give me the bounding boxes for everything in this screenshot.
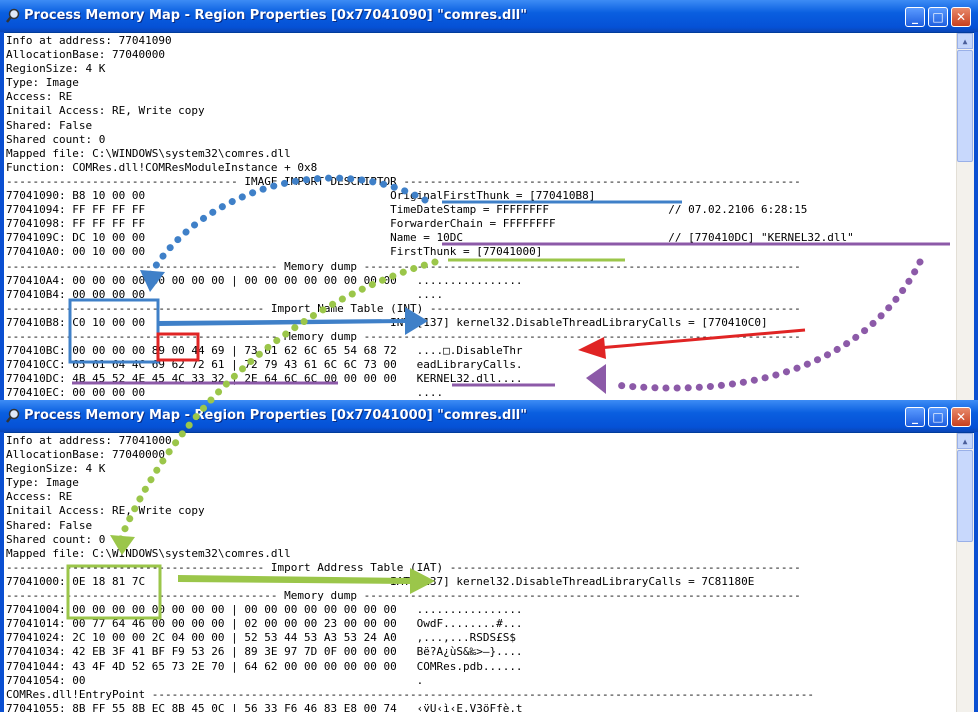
- text-line: Type: Image: [6, 476, 79, 490]
- window-frame-left: [0, 432, 4, 712]
- minimize-button[interactable]: _: [905, 407, 925, 427]
- text-line: Shared: False: [6, 118, 93, 132]
- text-line: 770410BC: 00 00 00 00 89 00 44 69 | 73 6…: [6, 344, 523, 358]
- text-line: Access: RE: [6, 490, 73, 504]
- text-line: 77041055: 8B FF 55 8B EC 8B 45 0C | 56 3…: [6, 701, 523, 712]
- close-button[interactable]: ✕: [951, 7, 971, 27]
- scroll-up-arrow-icon[interactable]: ▲: [957, 33, 973, 49]
- text-line: Shared count: 0: [6, 532, 106, 546]
- text-line: Mapped file: C:\WINDOWS\system32\comres.…: [6, 546, 291, 560]
- text-line: AllocationBase: 77040000: [6, 48, 165, 62]
- text-line: Info at address: 77041090: [6, 34, 172, 47]
- properties-text-view[interactable]: Info at address: 77041000 AllocationBase:…: [4, 433, 956, 712]
- magnifier-app-icon: [6, 8, 20, 23]
- text-line: 770410B8: C0 10 00 00 INT [137] kernel32…: [6, 315, 768, 329]
- text-line: Mapped file: C:\WINDOWS\system32\comres.…: [6, 146, 291, 160]
- text-line: 77041090: B8 10 00 00 OriginalFirstThunk…: [6, 189, 596, 203]
- text-line: Shared: False: [6, 518, 93, 532]
- text-line: 77041044: 43 4F 4D 52 65 73 2E 70 | 64 6…: [6, 659, 523, 673]
- vertical-scrollbar[interactable]: ▲: [956, 33, 974, 400]
- text-line: Initail Access: RE, Write copy: [6, 504, 205, 518]
- window-frame-left: [0, 32, 4, 400]
- text-line: 7704109C: DC 10 00 00 Name = 10DC // [77…: [6, 231, 854, 245]
- text-line: Function: COMRes.dll!COMResModuleInstanc…: [6, 160, 318, 174]
- text-line: --------------------------------------- …: [6, 560, 801, 574]
- maximize-button[interactable]: □: [928, 407, 948, 427]
- text-line: COMRes.dll!EntryPoint ------------------…: [6, 687, 814, 701]
- text-line: AllocationBase: 77040000: [6, 448, 165, 462]
- region-properties-window-1: Process Memory Map - Region Properties […: [0, 0, 978, 400]
- scroll-thumb[interactable]: [957, 450, 973, 542]
- title-bar[interactable]: Process Memory Map - Region Properties […: [0, 0, 978, 33]
- properties-lines: Info at address: 77041000 AllocationBase:…: [6, 434, 814, 712]
- text-line: Type: Image: [6, 76, 79, 90]
- maximize-button[interactable]: □: [928, 7, 948, 27]
- text-line: 77041098: FF FF FF FF ForwarderChain = F…: [6, 217, 556, 231]
- text-line: Access: RE: [6, 90, 73, 104]
- close-button[interactable]: ✕: [951, 407, 971, 427]
- text-line: 77041034: 42 EB 3F 41 BF F9 53 26 | 89 3…: [6, 645, 523, 659]
- text-line: ----------------------------------------…: [6, 259, 801, 273]
- text-line: ----------------------------------------…: [6, 329, 801, 343]
- text-line: Shared count: 0: [6, 132, 106, 146]
- text-line: 770410EC: 00 00 00 00 ....: [6, 386, 444, 400]
- window-title: Process Memory Map - Region Properties […: [24, 8, 528, 23]
- text-line: 77041004: 00 00 00 00 00 00 00 00 | 00 0…: [6, 603, 523, 617]
- text-line: 770410CC: 65 61 64 4C 69 62 72 61 | 72 7…: [6, 358, 523, 372]
- window-title: Process Memory Map - Region Properties […: [24, 408, 528, 423]
- properties-text-view[interactable]: Info at address: 77041090 AllocationBase:…: [4, 33, 956, 400]
- text-line: Info at address: 77041000: [6, 434, 172, 447]
- scroll-thumb[interactable]: [957, 50, 973, 162]
- region-properties-window-2: Process Memory Map - Region Properties […: [0, 400, 978, 712]
- text-line: 770410DC: 4B 45 52 4E 45 4C 33 32 | 2E 6…: [6, 372, 523, 386]
- text-line: 770410A4: 00 00 00 00 00 00 00 00 | 00 0…: [6, 273, 523, 287]
- scroll-up-arrow-icon[interactable]: ▲: [957, 433, 973, 449]
- text-line: ----------------------------------------…: [6, 589, 801, 603]
- text-line: 77041024: 2C 10 00 00 2C 04 00 00 | 52 5…: [6, 631, 516, 645]
- text-line: 77041014: 00 77 64 46 00 00 00 00 | 02 0…: [6, 617, 523, 631]
- text-line: RegionSize: 4 K: [6, 462, 106, 476]
- vertical-scrollbar[interactable]: ▲: [956, 433, 974, 712]
- text-line: Initail Access: RE, Write copy: [6, 104, 205, 118]
- text-line: 77041094: FF FF FF FF TimeDateStamp = FF…: [6, 203, 808, 217]
- window-frame-right: [974, 32, 978, 400]
- properties-lines: Info at address: 77041090 AllocationBase:…: [6, 34, 854, 400]
- text-line: --------------------------------------- …: [6, 301, 801, 315]
- text-line: 77041054: 00 .: [6, 673, 424, 687]
- title-bar[interactable]: Process Memory Map - Region Properties […: [0, 400, 978, 433]
- magnifier-app-icon: [6, 408, 20, 423]
- text-line: 770410B4: 00 00 00 00 ....: [6, 287, 444, 301]
- minimize-button[interactable]: _: [905, 7, 925, 27]
- text-line: RegionSize: 4 K: [6, 62, 106, 76]
- window-frame-right: [974, 432, 978, 712]
- text-line: ----------------------------------- IMAG…: [6, 174, 801, 188]
- text-line: 77041000: 0E 18 81 7C IAT [137] kernel32…: [6, 574, 755, 588]
- text-line: 770410A0: 00 10 00 00 FirstThunk = [7704…: [6, 245, 543, 259]
